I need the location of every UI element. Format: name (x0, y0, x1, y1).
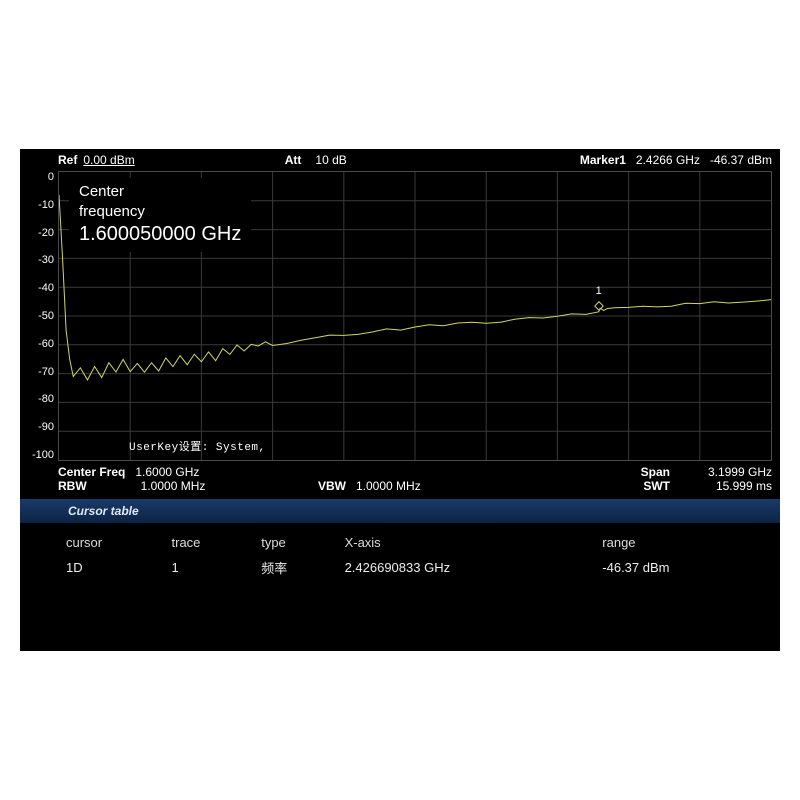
span-label: Span (620, 465, 670, 479)
cursor-table-head-row: cursortracetypeX-axisrange (60, 531, 770, 554)
y-tick: -50 (28, 310, 54, 322)
y-tick: -20 (28, 227, 54, 239)
ref-value: 0.00 dBm (83, 153, 134, 167)
marker1-freq: 2.4266 GHz (636, 153, 700, 167)
center-freq-label-2: frequency (79, 202, 241, 222)
cursor-col-header: type (255, 531, 338, 554)
y-tick: -60 (28, 338, 54, 350)
y-tick: -70 (28, 366, 54, 378)
vbw-readout: 1.0000 MHz (356, 479, 421, 493)
cursor-table: cursortracetypeX-axisrange 1D1频率2.426690… (20, 523, 780, 651)
spectrum-analyzer-screen: Ref 0.00 dBm Att 10 dB Marker1 2.4266 GH… (20, 149, 780, 651)
y-axis-ticks: 0 -10 -20 -30 -40 -50 -60 -70 -80 -90 -100 (28, 171, 58, 461)
plot-grid[interactable]: Center frequency 1.600050000 GHz UserKey… (58, 171, 772, 461)
y-tick: -10 (28, 199, 54, 211)
cursor-table-header[interactable]: Cursor table (20, 499, 780, 523)
y-tick: 0 (28, 171, 54, 183)
rbw-readout: 1.0000 MHz (141, 479, 206, 493)
status-row-2: RBW 1.0000 MHz VBW 1.0000 MHz SWT 15.999… (58, 479, 772, 493)
center-freq-value: 1.600050000 GHz (79, 223, 241, 246)
marker1-label: Marker1 (580, 153, 626, 167)
att-value: 10 dB (315, 153, 346, 167)
center-freq-readout: 1.6000 GHz (135, 465, 199, 479)
status-row-1: Center Freq 1.6000 GHz Span 3.1999 GHz (58, 465, 772, 479)
y-tick: -30 (28, 254, 54, 266)
cursor-cell: 2.426690833 GHz (339, 554, 597, 581)
plot-area: 0 -10 -20 -30 -40 -50 -60 -70 -80 -90 -100 Center … (28, 171, 772, 461)
center-freq-label: Center Freq (58, 465, 125, 479)
att-label: Att (285, 153, 302, 167)
table-row[interactable]: 1D1频率2.426690833 GHz-46.37 dBm (60, 554, 770, 581)
span-readout: 3.1999 GHz (680, 465, 772, 479)
swt-label: SWT (620, 479, 670, 493)
cursor-cell: 1D (60, 554, 166, 581)
cursor-col-header: range (596, 531, 770, 554)
vbw-label: VBW (318, 479, 346, 493)
cursor-col-header: X-axis (339, 531, 597, 554)
ref-label: Ref (58, 153, 77, 167)
center-freq-overlay: Center frequency 1.600050000 GHz (69, 178, 251, 252)
cursor-cell: 频率 (255, 554, 338, 581)
y-tick: -40 (28, 282, 54, 294)
top-info-bar: Ref 0.00 dBm Att 10 dB Marker1 2.4266 GH… (20, 149, 780, 169)
userkey-status-text: UserKey设置: System, (129, 438, 266, 454)
marker1-tag: 1 (596, 285, 602, 297)
center-freq-label-1: Center (79, 182, 241, 202)
cursor-cell: 1 (166, 554, 256, 581)
y-tick: -100 (28, 449, 54, 461)
y-tick: -90 (28, 421, 54, 433)
y-tick: -80 (28, 393, 54, 405)
swt-readout: 15.999 ms (680, 479, 772, 493)
cursor-col-header: cursor (60, 531, 166, 554)
status-readout: Center Freq 1.6000 GHz Span 3.1999 GHz R… (20, 463, 780, 499)
cursor-col-header: trace (166, 531, 256, 554)
rbw-label: RBW (58, 479, 87, 493)
marker1-amplitude: -46.37 dBm (710, 153, 772, 167)
cursor-cell: -46.37 dBm (596, 554, 770, 581)
